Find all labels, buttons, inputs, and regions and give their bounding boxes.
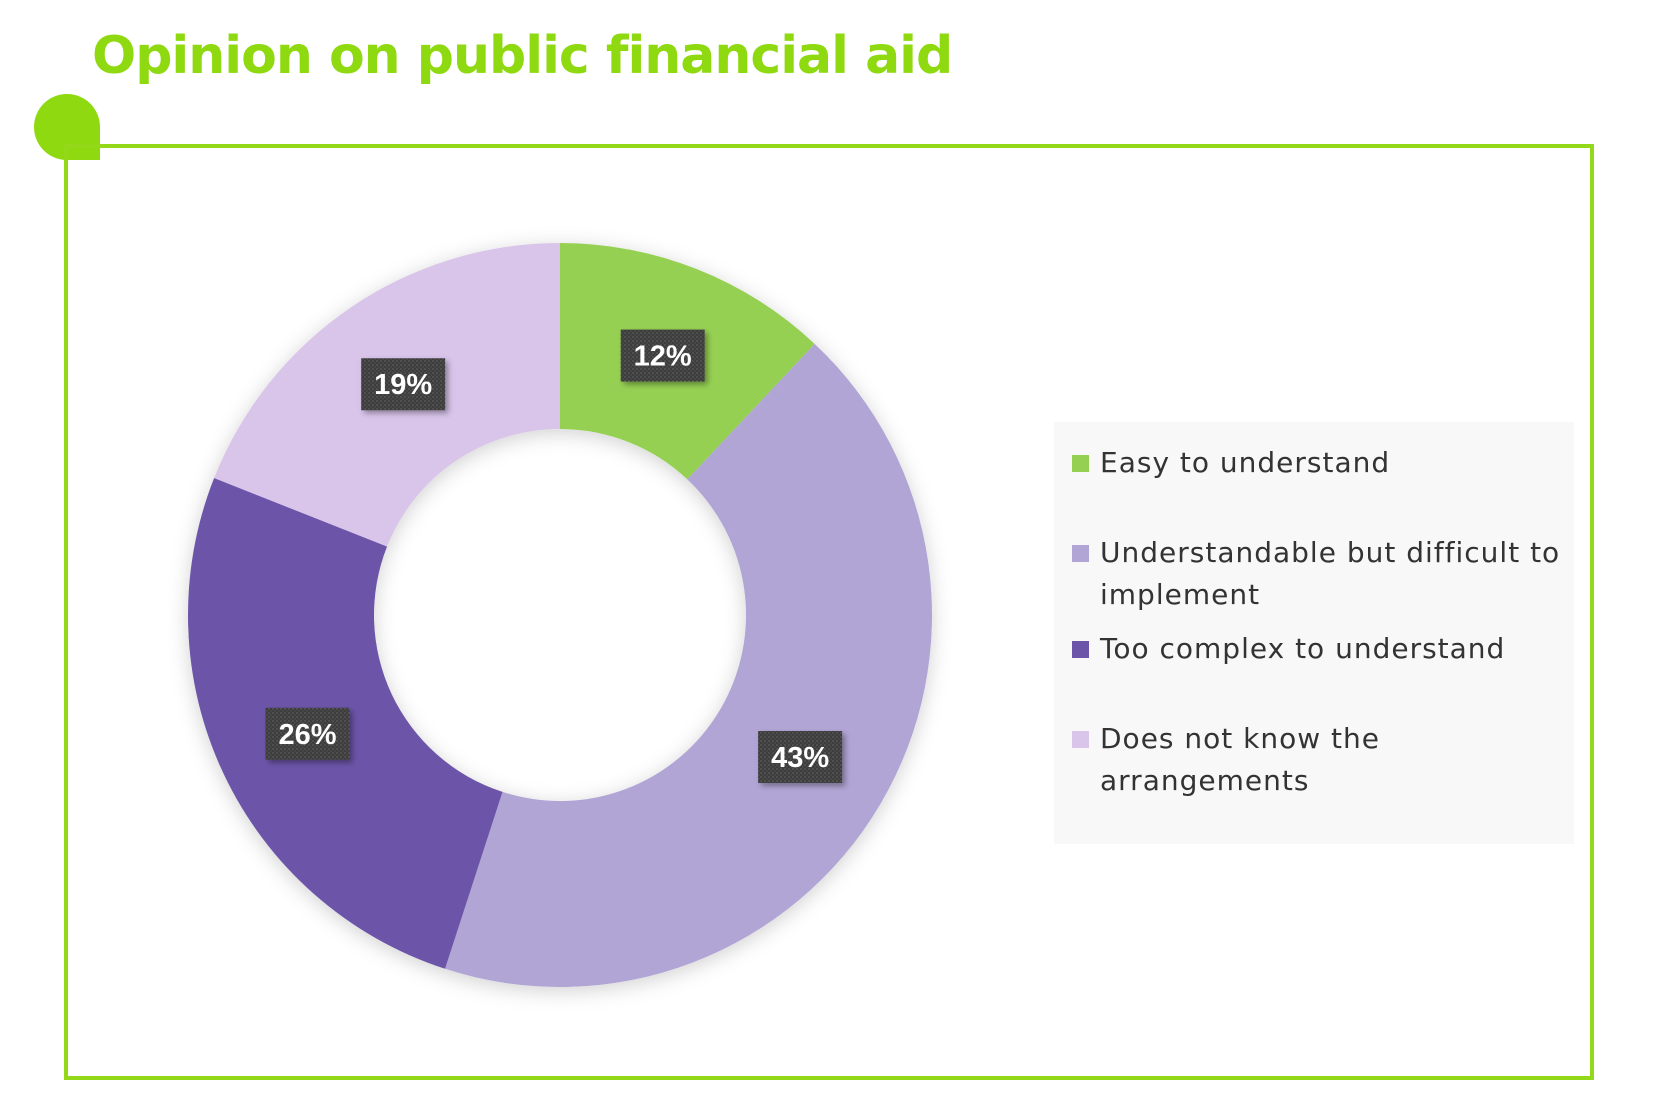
legend-item: Understandable but difficult to implemen… <box>1072 532 1574 616</box>
data-label: 26% <box>265 707 350 760</box>
legend-swatch <box>1072 641 1089 658</box>
data-label-box <box>620 329 705 382</box>
data-labels: 12% 43% 26% 19% <box>265 329 843 784</box>
data-label: 43% <box>758 731 843 784</box>
data-label-box <box>265 707 350 760</box>
donut-slice <box>445 343 933 988</box>
data-label: 12% <box>620 329 705 382</box>
data-label-text: 26% <box>279 719 337 751</box>
data-label-text: 43% <box>771 742 829 774</box>
data-label-box <box>361 358 446 411</box>
page-title: Opinion on public financial aid <box>92 26 953 86</box>
legend-label: Easy to understand <box>1100 446 1391 479</box>
legend-swatch <box>1072 545 1089 562</box>
data-label-text: 19% <box>374 369 432 401</box>
legend-item: Too complex to understand <box>1072 628 1574 670</box>
donut-slices <box>187 242 933 988</box>
data-label-text: 12% <box>634 341 692 373</box>
legend: Easy to understand Understandable but di… <box>1054 422 1574 844</box>
legend-swatch <box>1072 455 1089 472</box>
legend-item: Does not know the arrangements <box>1072 718 1574 802</box>
legend-label: Understandable but difficult to implemen… <box>1100 536 1561 611</box>
legend-item: Easy to understand <box>1072 442 1574 484</box>
data-label: 19% <box>361 358 446 411</box>
legend-label: Does not know the arrangements <box>1100 722 1381 797</box>
chart-frame <box>64 144 1594 1080</box>
legend-label: Too complex to understand <box>1100 632 1506 665</box>
data-label-box <box>758 731 843 784</box>
legend-swatch <box>1072 731 1089 748</box>
